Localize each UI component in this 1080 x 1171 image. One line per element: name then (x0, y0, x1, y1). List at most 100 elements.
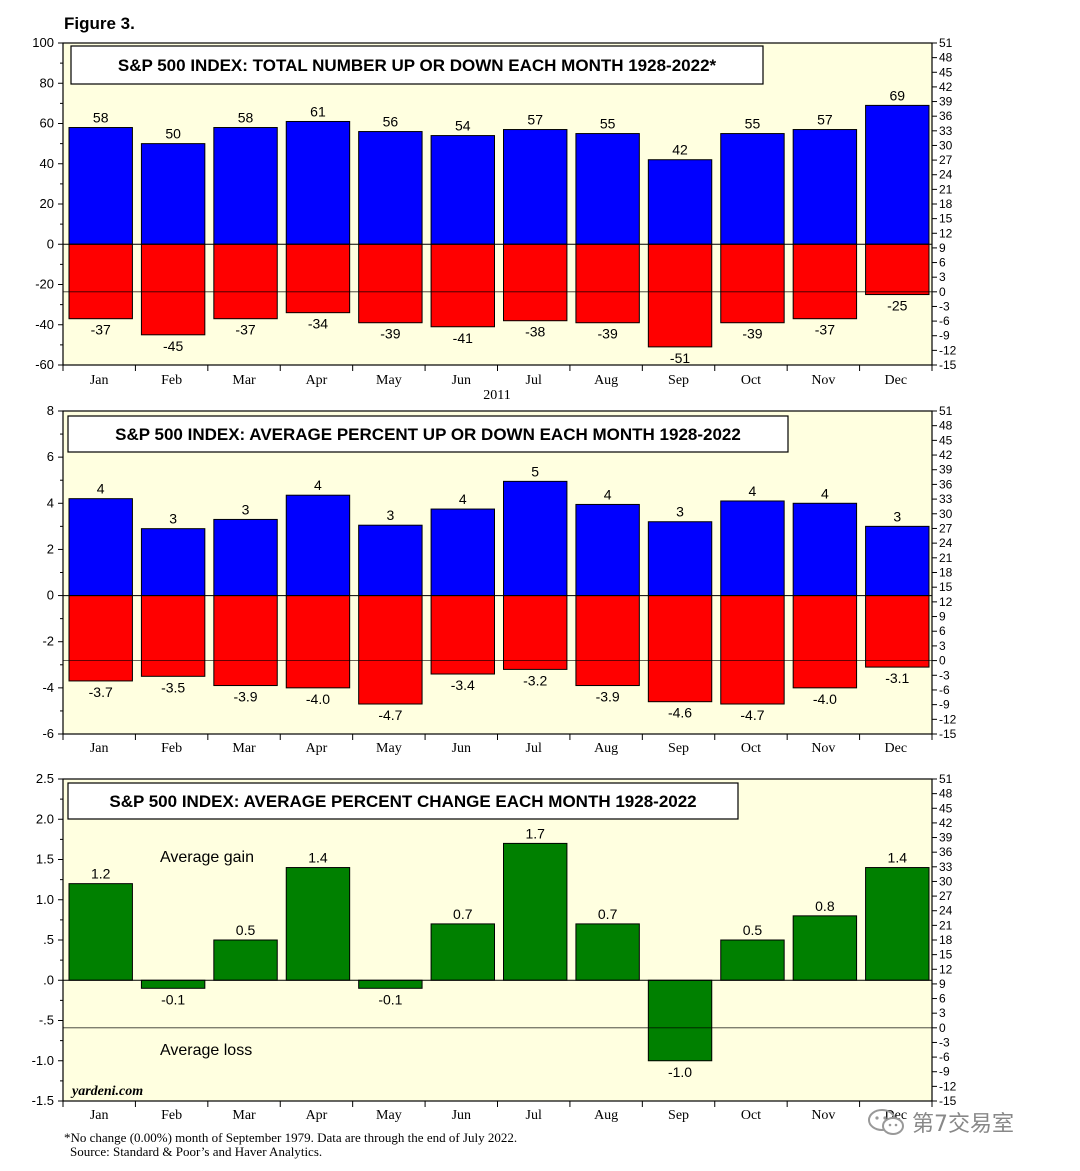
right-axis-tick-label: -6 (939, 314, 950, 328)
value-label-up: 61 (310, 103, 326, 119)
right-axis-tick-label: -15 (939, 727, 957, 741)
left-axis-tick-label: .0 (43, 972, 54, 987)
right-axis-tick-label: 12 (939, 226, 953, 240)
figure-label: Figure 3. (64, 14, 135, 33)
right-axis-tick-label: 30 (939, 874, 953, 888)
bar-down-oct (720, 595, 785, 705)
left-axis-tick-label: 80 (40, 75, 54, 90)
value-label-up: 58 (238, 110, 254, 126)
value-label-change: 0.5 (743, 922, 763, 938)
bar-up-apr (285, 494, 351, 597)
right-axis-tick-label: 6 (939, 992, 946, 1006)
bar-up-jun (430, 508, 496, 597)
right-axis-tick-label: -9 (939, 329, 950, 343)
value-label-change: 1.7 (525, 825, 545, 841)
left-axis-tick-label: 20 (40, 196, 54, 211)
month-label-sep: Sep (668, 1108, 689, 1123)
right-axis-tick-label: 36 (939, 109, 953, 123)
value-label-up: 4 (821, 485, 829, 501)
bar-down-nov (792, 595, 858, 689)
right-axis-tick-label: 21 (939, 918, 953, 932)
value-label-change: 1.4 (888, 850, 908, 866)
value-label-down: -39 (598, 326, 618, 342)
value-label-down: -3.7 (89, 684, 113, 700)
bar-down-dec (865, 243, 930, 296)
value-label-change: -0.1 (161, 991, 185, 1007)
bar-up-oct (720, 133, 785, 245)
month-label-may: May (376, 741, 402, 756)
left-axis-tick-label: -2 (42, 634, 54, 649)
right-axis-tick-label: 45 (939, 433, 953, 447)
left-axis-tick-label: 60 (40, 116, 54, 131)
right-axis-tick-label: 27 (939, 889, 953, 903)
right-axis-tick-label: 42 (939, 816, 953, 830)
left-axis-tick-label: 6 (47, 449, 54, 464)
right-axis-tick-label: 45 (939, 65, 953, 79)
bar-up-sep (647, 159, 713, 245)
month-label-mar: Mar (232, 373, 256, 388)
chart-title-box (67, 415, 789, 453)
value-label-up: 4 (749, 483, 757, 499)
value-label-change: 1.4 (308, 850, 328, 866)
value-label-change: 0.5 (236, 922, 256, 938)
right-axis-tick-label: 30 (939, 138, 953, 152)
month-label-jun: Jun (452, 373, 471, 388)
bar-up-feb (140, 143, 206, 245)
right-axis-tick-label: 48 (939, 419, 953, 433)
right-axis-tick-label: 12 (939, 962, 953, 976)
plot-area (63, 411, 932, 734)
right-axis-tick-label: 18 (939, 933, 953, 947)
value-label-down: -3.4 (451, 677, 475, 693)
bar-up-nov (792, 502, 858, 597)
right-axis-tick-label: 21 (939, 182, 953, 196)
right-axis-tick-label: 48 (939, 51, 953, 65)
value-label-down: -51 (670, 350, 690, 366)
month-label-jan: Jan (90, 373, 109, 388)
credit-yardeni: yardeni.com (70, 1084, 143, 1099)
bar-change-jul (503, 842, 568, 981)
value-label-up: 4 (314, 477, 322, 493)
value-label-down: -4.0 (813, 691, 837, 707)
bar-down-sep (647, 243, 713, 348)
left-axis-tick-label: 4 (47, 495, 54, 510)
year-label: 2011 (483, 388, 510, 403)
value-label-down: -39 (380, 326, 400, 342)
right-axis-tick-label: 33 (939, 124, 953, 138)
bar-up-oct (720, 500, 785, 597)
value-label-up: 54 (455, 118, 471, 134)
chart-average-percent-change: 1.2-0.10.51.4-0.10.71.70.7-1.00.50.81.4-… (32, 771, 957, 1123)
value-label-down: -4.0 (306, 691, 330, 707)
month-label-nov: Nov (811, 373, 835, 388)
bar-down-feb (140, 243, 206, 336)
bar-down-jul (503, 243, 568, 322)
chart-title: S&P 500 INDEX: TOTAL NUMBER UP OR DOWN E… (118, 56, 717, 75)
value-label-up: 4 (604, 486, 612, 502)
right-axis-tick-label: 39 (939, 831, 953, 845)
value-label-down: -37 (235, 322, 255, 338)
chat-bubble-icon (868, 1109, 904, 1135)
value-label-down: -4.7 (740, 707, 764, 723)
value-label-down: -4.7 (378, 707, 402, 723)
month-label-apr: Apr (306, 741, 328, 756)
chart-title: S&P 500 INDEX: AVERAGE PERCENT UP OR DOW… (115, 425, 741, 444)
month-label-sep: Sep (668, 741, 689, 756)
right-axis-tick-label: 15 (939, 580, 953, 594)
left-axis-tick-label: 1.0 (36, 892, 54, 907)
right-axis-tick-label: 45 (939, 801, 953, 815)
right-axis-tick-label: 36 (939, 477, 953, 491)
value-label-up: 3 (169, 511, 177, 527)
value-label-down: -3.1 (885, 670, 909, 686)
value-label-up: 58 (93, 110, 109, 126)
footnote-source: Source: Standard & Poor’s and Haver Anal… (70, 1144, 323, 1159)
bar-down-dec (865, 595, 930, 668)
value-label-down: -41 (453, 330, 473, 346)
month-label-jan: Jan (90, 1108, 109, 1123)
right-axis-tick-label: 6 (939, 256, 946, 270)
right-axis-tick-label: -6 (939, 683, 950, 697)
month-label-apr: Apr (306, 1108, 328, 1123)
right-axis-tick-label: 51 (939, 36, 953, 50)
value-label-up: 55 (600, 116, 616, 132)
right-axis-tick-label: 12 (939, 595, 953, 609)
